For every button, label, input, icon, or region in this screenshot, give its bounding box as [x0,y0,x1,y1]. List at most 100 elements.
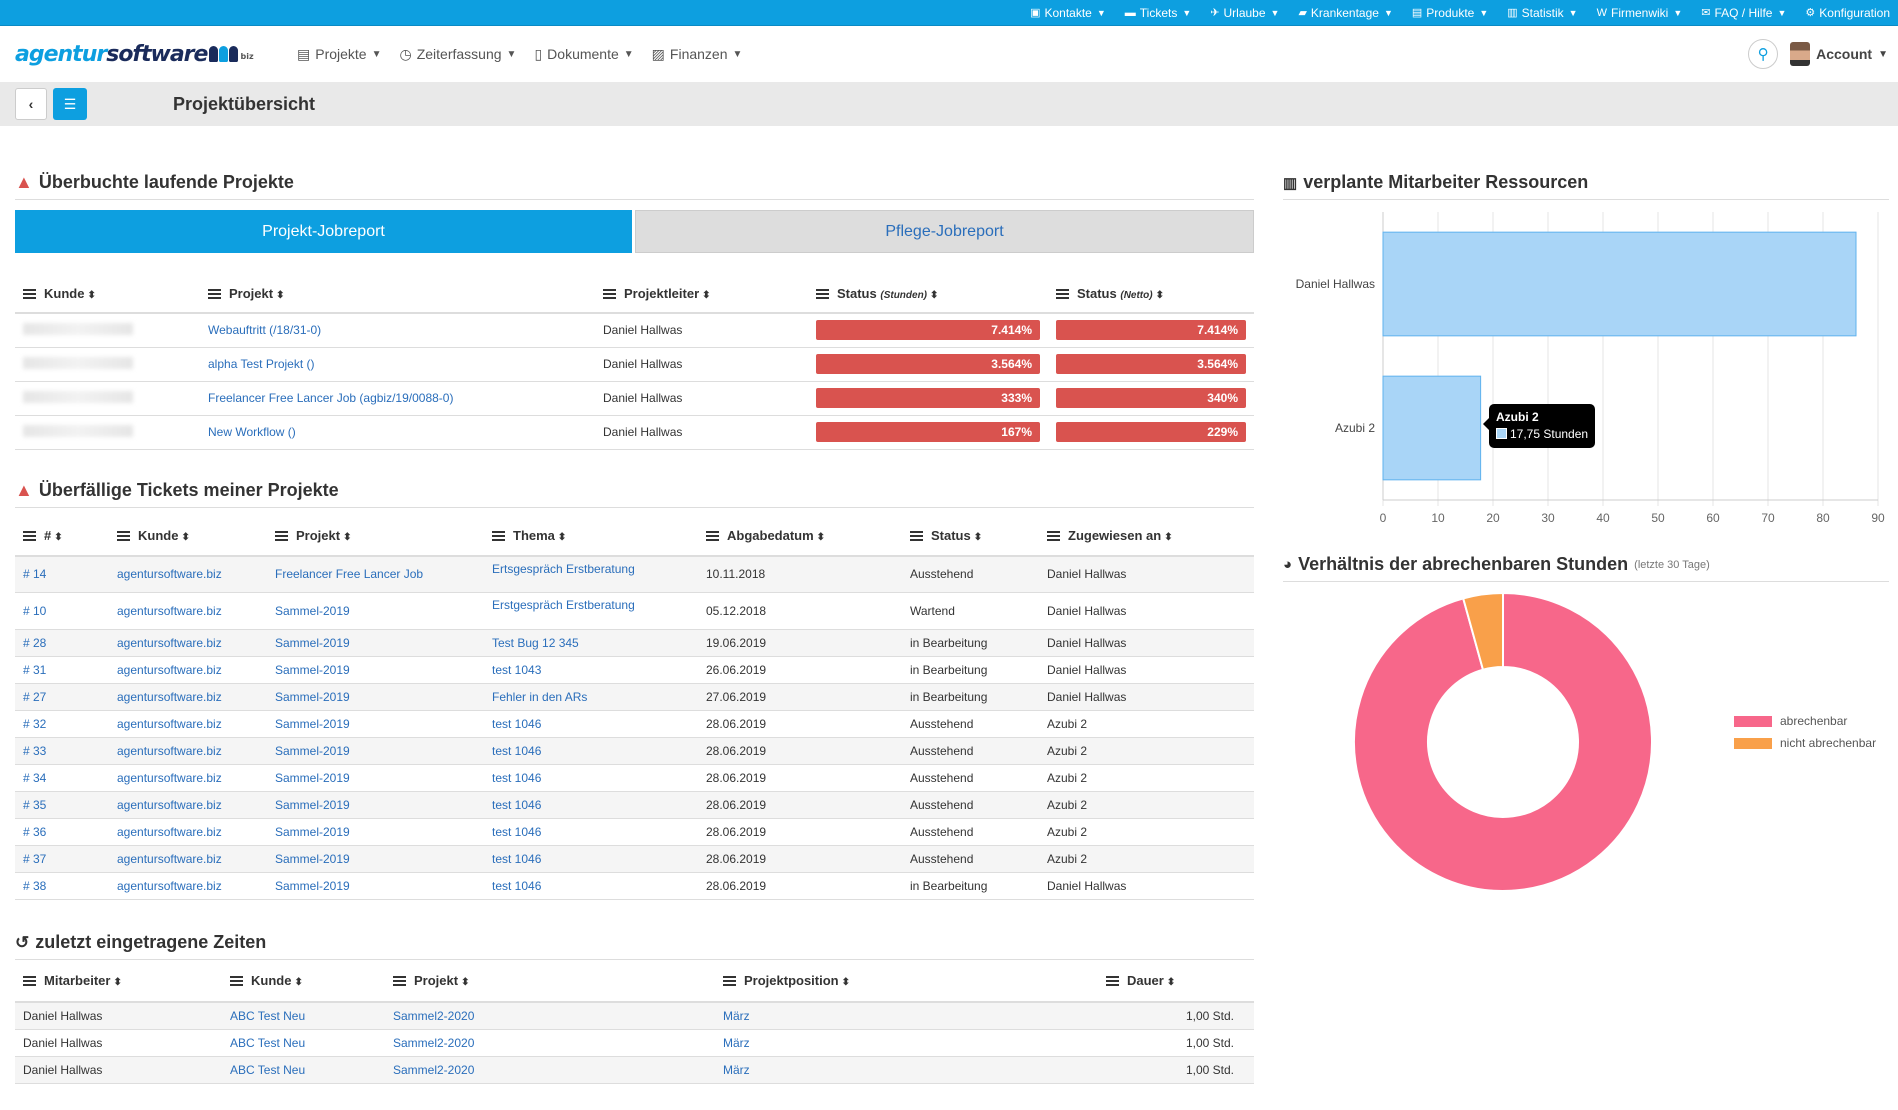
project-link[interactable]: Sammel-2019 [275,717,350,731]
topnav-item-firmenwiki[interactable]: W Firmenwiki ▼ [1597,6,1683,20]
ticket-number-link[interactable]: # 38 [23,879,47,893]
col-thema[interactable]: Thema ⬍ [484,515,698,557]
back-button[interactable]: ‹ [15,88,47,120]
project-link[interactable]: Sammel-2019 [275,636,350,650]
col-kunde[interactable]: Kunde ⬍ [15,275,200,314]
menu-button[interactable]: ☰ [53,88,87,120]
col-dauer[interactable]: Dauer ⬍ [1098,960,1254,1003]
customer-link[interactable]: agentursoftware.biz [117,825,222,839]
tab-projekt-jobreport[interactable]: Projekt-Jobreport [15,210,632,253]
col-status-stunden[interactable]: Status (Stunden) ⬍ [808,275,1048,314]
topnav-item-statistik[interactable]: ▥ Statistik ▼ [1507,6,1577,20]
project-link[interactable]: Sammel-2019 [275,604,350,618]
legend-item[interactable]: abrechenbar [1734,714,1847,728]
project-link[interactable]: Webauftritt (/18/31-0) [208,323,322,338]
ticket-number-link[interactable]: # 10 [23,604,47,618]
topic-link[interactable]: test 1043 [492,663,542,677]
bar[interactable] [1382,231,1857,337]
tab-pflege-jobreport[interactable]: Pflege-Jobreport [635,210,1254,253]
ticket-number-link[interactable]: # 33 [23,744,47,758]
col-projekt[interactable]: Projekt ⬍ [200,275,595,314]
nav-item-zeiterfassung[interactable]: ◷ Zeiterfassung ▼ [400,46,517,63]
customer-link[interactable]: agentursoftware.biz [117,717,222,731]
search-button[interactable]: ⚲ [1748,39,1779,69]
project-link[interactable]: Sammel-2019 [275,798,350,812]
nav-item-finanzen[interactable]: ▨ Finanzen ▼ [652,46,743,63]
topic-link[interactable]: test 1046 [492,744,542,758]
col-status[interactable]: Status ⬍ [902,515,1039,557]
project-link[interactable]: Sammel2-2020 [393,1035,475,1050]
topic-link[interactable]: Fehler in den ARs [492,690,588,704]
ticket-number-link[interactable]: # 14 [23,567,47,582]
topic-link[interactable]: Test Bug 12 345 [492,636,579,650]
topic-link[interactable]: Erstgespräch Erstberatung [492,598,635,612]
nav-item-dokumente[interactable]: ▯ Dokumente ▼ [534,46,633,63]
col-projektleiter[interactable]: Projektleiter ⬍ [595,275,808,314]
ticket-number-link[interactable]: # 27 [23,690,47,704]
customer-link[interactable]: agentursoftware.biz [117,744,222,758]
pie-slice-abrechenbar[interactable] [1353,591,1653,892]
project-link[interactable]: New Workflow () [208,425,296,439]
topic-link[interactable]: test 1046 [492,825,542,839]
topnav-item-produkte[interactable]: ▤ Produkte ▼ [1412,6,1488,20]
project-link[interactable]: Sammel-2019 [275,663,350,677]
customer-link[interactable]: agentursoftware.biz [117,567,222,582]
topnav-item-konfiguration[interactable]: ⚙ Konfiguration [1805,6,1890,20]
topnav-item-tickets[interactable]: ▬ Tickets ▼ [1125,6,1191,20]
col-kunde[interactable]: Kunde ⬍ [222,960,385,1003]
nav-item-projekte[interactable]: ▤ Projekte ▼ [297,46,382,63]
col-nr[interactable]: # ⬍ [15,515,109,557]
project-link[interactable]: alpha Test Projekt () [208,357,315,371]
project-link[interactable]: Sammel-2019 [275,852,350,866]
project-link[interactable]: Sammel2-2020 [393,1008,475,1023]
topnav-item-faq-hilfe[interactable]: ✉ FAQ / Hilfe ▼ [1701,6,1786,20]
ticket-number-link[interactable]: # 28 [23,636,47,650]
customer-link[interactable]: ABC Test Neu [230,1008,306,1023]
topic-link[interactable]: test 1046 [492,852,542,866]
customer-link[interactable]: agentursoftware.biz [117,852,222,866]
col-status-netto[interactable]: Status (Netto) ⬍ [1048,275,1254,314]
topic-link[interactable]: test 1046 [492,798,542,812]
project-link[interactable]: Sammel-2019 [275,690,350,704]
customer-link[interactable]: agentursoftware.biz [117,604,222,618]
topic-link[interactable]: Ertsgespräch Erstberatung [492,561,635,576]
ticket-number-link[interactable]: # 32 [23,717,47,731]
customer-link[interactable]: agentursoftware.biz [117,879,222,893]
topnav-item-krankentage[interactable]: ▰ Krankentage ▼ [1298,6,1392,20]
topic-link[interactable]: test 1046 [492,771,542,785]
bar[interactable] [1382,375,1482,481]
col-zugewiesen[interactable]: Zugewiesen an ⬍ [1039,515,1254,557]
topic-link[interactable]: test 1046 [492,879,542,893]
project-link[interactable]: Sammel-2019 [275,825,350,839]
col-abgabedatum[interactable]: Abgabedatum ⬍ [698,515,902,557]
ticket-number-link[interactable]: # 34 [23,771,47,785]
col-mitarbeiter[interactable]: Mitarbeiter ⬍ [15,960,222,1003]
customer-link[interactable]: agentursoftware.biz [117,771,222,785]
project-link[interactable]: Sammel-2019 [275,744,350,758]
col-kunde[interactable]: Kunde ⬍ [109,515,267,557]
position-link[interactable]: März [723,1035,750,1050]
account-menu[interactable]: Account ▼ [1790,42,1888,66]
ticket-number-link[interactable]: # 35 [23,798,47,812]
customer-link[interactable]: agentursoftware.biz [117,636,222,650]
project-link[interactable]: Sammel-2019 [275,879,350,893]
col-projektposition[interactable]: Projektposition ⬍ [715,960,1098,1003]
brand-logo[interactable]: agentur software biz [15,42,267,67]
topnav-item-urlaube[interactable]: ✈ Urlaube ▼ [1210,6,1279,20]
customer-link[interactable]: ABC Test Neu [230,1035,306,1050]
customer-link[interactable]: agentursoftware.biz [117,690,222,704]
position-link[interactable]: März [723,1008,750,1023]
project-link[interactable]: Freelancer Free Lancer Job (agbiz/19/008… [208,391,454,405]
legend-item[interactable]: nicht abrechenbar [1734,736,1876,750]
ticket-number-link[interactable]: # 36 [23,825,47,839]
project-link[interactable]: Sammel-2019 [275,771,350,785]
topic-link[interactable]: test 1046 [492,717,542,731]
project-link[interactable]: Freelancer Free Lancer Job [275,567,424,582]
pie-slice-nicht-abrechenbar[interactable] [1462,591,1504,671]
topnav-item-kontakte[interactable]: ▣ Kontakte ▼ [1030,6,1106,20]
customer-link[interactable]: agentursoftware.biz [117,663,222,677]
customer-link[interactable]: ABC Test Neu [230,1062,306,1077]
col-projekt[interactable]: Projekt ⬍ [267,515,484,557]
customer-link[interactable]: agentursoftware.biz [117,798,222,812]
project-link[interactable]: Sammel2-2020 [393,1062,475,1077]
